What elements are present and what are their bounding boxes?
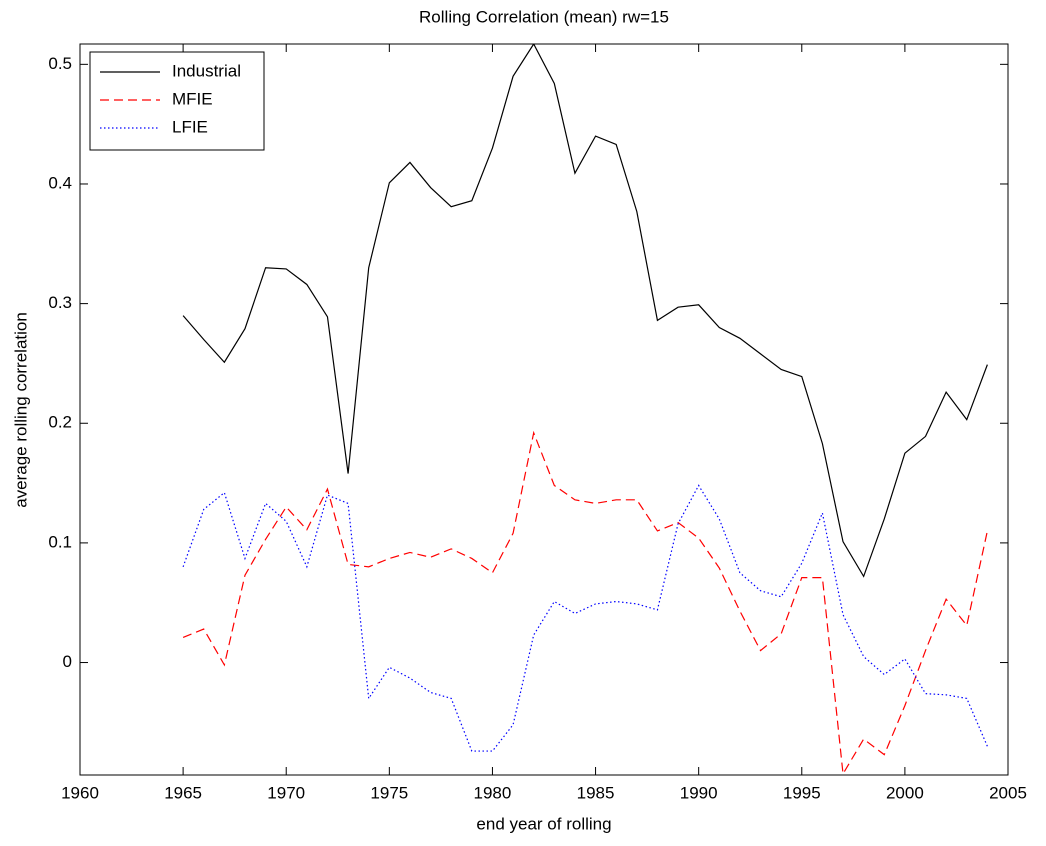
legend-label: MFIE — [172, 89, 213, 108]
y-tick-label: 0.3 — [48, 293, 72, 312]
x-tick-label: 1990 — [680, 783, 718, 802]
series-line — [182, 430, 988, 775]
x-axis-label: end year of rolling — [476, 814, 611, 833]
y-tick-label: 0 — [63, 652, 72, 671]
legend-label: LFIE — [172, 117, 208, 136]
x-tick-label: 1975 — [370, 783, 408, 802]
x-tick-label: 1965 — [164, 783, 202, 802]
y-tick-label: 0.5 — [48, 54, 72, 73]
legend-box — [89, 51, 265, 151]
plot-frame — [79, 43, 1009, 776]
x-tick-label: 1995 — [783, 783, 821, 802]
x-tick-label: 1970 — [267, 783, 305, 802]
series-line — [182, 44, 988, 578]
x-tick-label: 2005 — [989, 783, 1027, 802]
chart-title: Rolling Correlation (mean) rw=15 — [419, 7, 669, 26]
x-tick-label: 1960 — [61, 783, 99, 802]
x-tick-label: 1985 — [577, 783, 615, 802]
y-axis-label: average rolling correlation — [11, 312, 30, 508]
y-tick-label: 0.4 — [48, 173, 72, 192]
y-tick-label: 0.1 — [48, 532, 72, 551]
legend-label: Industrial — [172, 61, 241, 80]
plot-area — [80, 44, 1008, 775]
x-tick-label: 1980 — [474, 783, 512, 802]
y-tick-label: 0.2 — [48, 413, 72, 432]
x-tick-label: 2000 — [886, 783, 924, 802]
